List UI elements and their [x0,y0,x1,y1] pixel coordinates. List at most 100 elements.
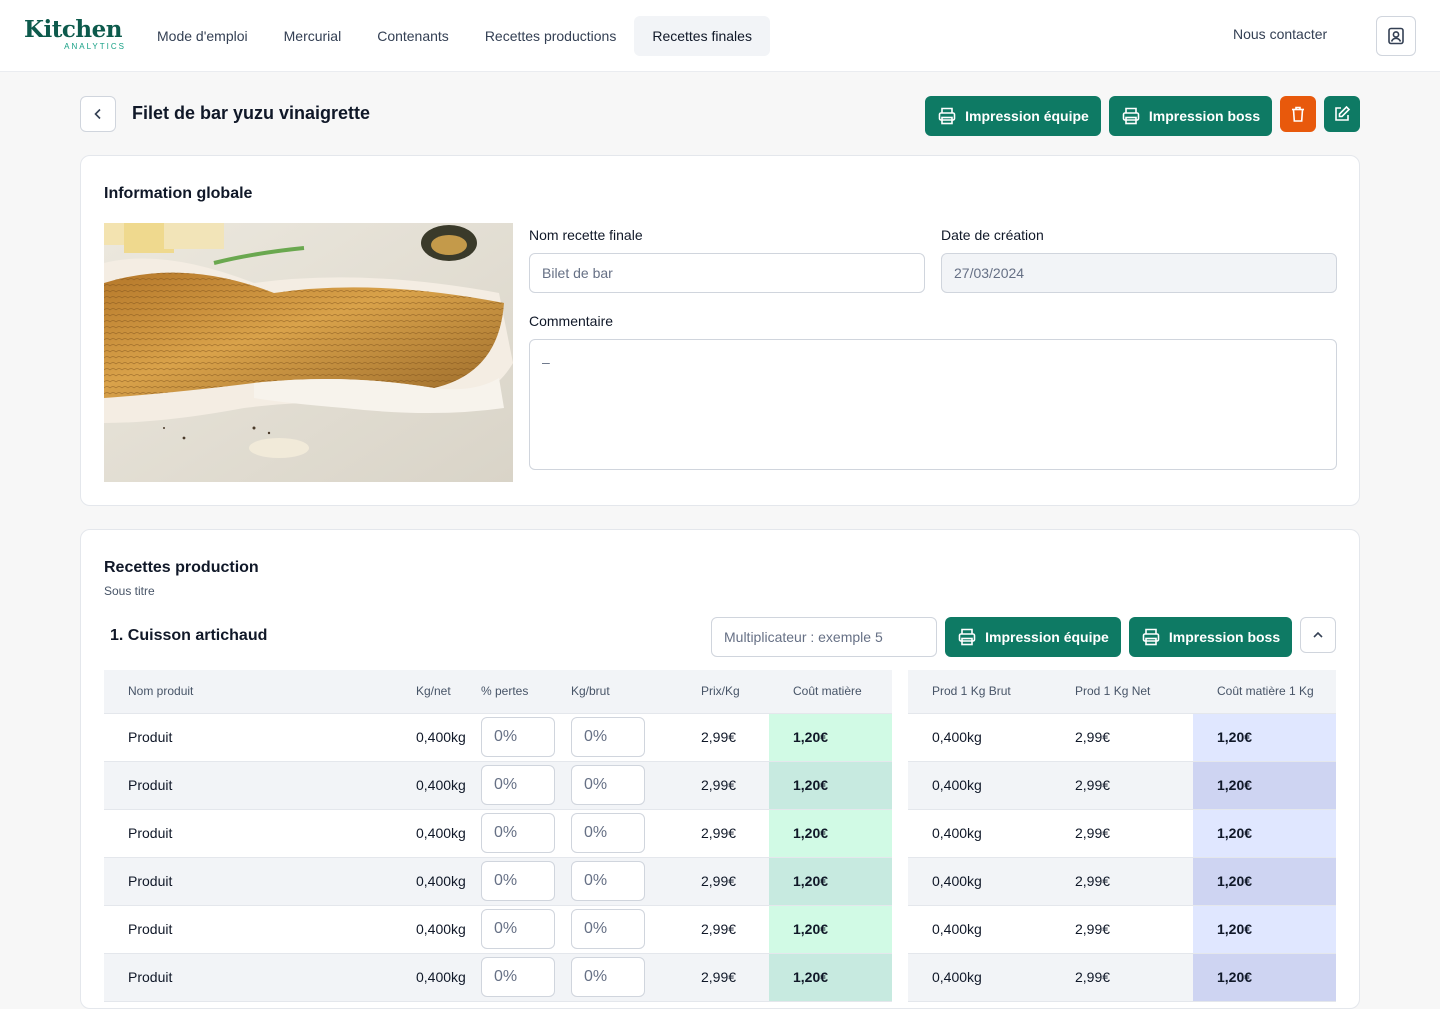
table-header-row: Nom produit Kg/net % pertes Kg/brut Prix… [104,670,892,714]
kg-brut-input[interactable]: 0% [571,909,645,949]
global-info-card: Information globale [80,155,1360,506]
nav-item-mercurial[interactable]: Mercurial [283,28,342,44]
prod-1kg-net: 2,99€ [1051,809,1193,858]
material-cost: 1,20€ [769,761,892,810]
edit-icon [1335,105,1351,121]
material-cost-1kg: 1,20€ [1193,713,1336,762]
kg-net: 0,400kg [392,953,481,1002]
production-recipes-title: Recettes production [104,559,259,576]
prod-1kg-net: 2,99€ [1051,953,1193,1002]
product-name: Produit [104,713,392,762]
recipe-name-input[interactable]: Bilet de bar [529,253,925,293]
kg-net: 0,400kg [392,713,481,762]
table-header-row: Prod 1 Kg Brut Prod 1 Kg Net Coût matièr… [908,670,1336,714]
comment-textarea[interactable]: – [529,339,1337,470]
price-per-kg: 2,99€ [677,713,769,762]
kg-net: 0,400kg [392,809,481,858]
product-name: Produit [104,905,392,954]
logo-wordmark: Kitchen [24,16,122,43]
column-header: Prod 1 Kg Net [1051,670,1193,714]
profile-button[interactable] [1376,16,1416,56]
table-row: 0,400kg 2,99€ 1,20€ [908,905,1336,954]
print-boss-button[interactable]: Impression boss [1109,96,1272,136]
prod-1kg-brut: 0,400kg [908,857,1051,906]
table-row: Produit 0,400kg 0% 0% 2,99€ 1,20€ [104,953,892,1002]
per-kg-table: Prod 1 Kg Brut Prod 1 Kg Net Coût matièr… [908,670,1336,1002]
nav-item-mode-emploi[interactable]: Mode d'emploi [157,28,248,44]
kg-net: 0,400kg [392,761,481,810]
contact-link[interactable]: Nous contacter [1233,26,1328,42]
column-header: Kg/brut [571,670,677,714]
table-row: Produit 0,400kg 0% 0% 2,99€ 1,20€ [104,905,892,954]
recipe-name-label: Nom recette finale [529,227,643,243]
table-row: Produit 0,400kg 0% 0% 2,99€ 1,20€ [104,761,892,810]
kitchen-analytics-logo[interactable]: Kitchen ANALYTICS [24,18,128,54]
table-row: Produit 0,400kg 0% 0% 2,99€ 1,20€ [104,809,892,858]
column-header: Coût matière [769,670,892,714]
loss-percent-input[interactable]: 0% [481,909,555,949]
table-row: 0,400kg 2,99€ 1,20€ [908,857,1336,906]
kg-net: 0,400kg [392,857,481,906]
prod-1kg-net: 2,99€ [1051,857,1193,906]
nav-item-recettes-finales[interactable]: Recettes finales [634,16,770,56]
dish-photo [104,223,513,482]
material-cost: 1,20€ [769,809,892,858]
material-cost-1kg: 1,20€ [1193,905,1336,954]
production-recipes-subtitle: Sous titre [104,584,155,598]
section-print-boss-button[interactable]: Impression boss [1129,617,1292,657]
comment-label: Commentaire [529,313,614,329]
print-team-label: Impression équipe [965,108,1089,124]
prod-1kg-net: 2,99€ [1051,713,1193,762]
column-header: Prod 1 Kg Brut [908,670,1051,714]
loss-percent-input[interactable]: 0% [481,717,555,757]
print-boss-label: Impression boss [1148,108,1261,124]
table-row: 0,400kg 2,99€ 1,20€ [908,761,1336,810]
section-print-boss-label: Impression boss [1168,629,1281,645]
nav-item-contenants[interactable]: Contenants [377,28,449,44]
loss-percent-input[interactable]: 0% [481,765,555,805]
loss-percent-input[interactable]: 0% [481,813,555,853]
column-header: Kg/net [392,670,481,714]
prod-1kg-brut: 0,400kg [908,905,1051,954]
table-row: 0,400kg 2,99€ 1,20€ [908,809,1336,858]
global-info-title: Information globale [104,185,253,202]
column-header: Coût matière 1 Kg [1193,670,1336,714]
nav-item-recettes-productions[interactable]: Recettes productions [484,28,617,44]
prod-1kg-brut: 0,400kg [908,809,1051,858]
kg-brut-input[interactable]: 0% [571,957,645,997]
material-cost-1kg: 1,20€ [1193,857,1336,906]
kg-brut-input[interactable]: 0% [571,717,645,757]
main-nav: Mode d'emploi Mercurial Contenants Recet… [139,16,770,56]
column-header: Nom produit [104,670,392,714]
material-cost: 1,20€ [769,857,892,906]
logo-tagline: ANALYTICS [64,42,126,51]
top-navbar: Kitchen ANALYTICS Mode d'emploi Mercuria… [0,0,1440,72]
kg-brut-input[interactable]: 0% [571,861,645,901]
collapse-section-button[interactable] [1300,617,1336,653]
column-header: Prix/Kg [677,670,769,714]
material-cost: 1,20€ [769,713,892,762]
column-header: % pertes [481,670,571,714]
multiplier-input[interactable]: Multiplicateur : exemple 5 [711,617,937,657]
chevron-up-icon [1313,631,1323,638]
print-team-button[interactable]: Impression équipe [925,96,1101,136]
material-cost-1kg: 1,20€ [1193,809,1336,858]
table-row: 0,400kg 2,99€ 1,20€ [908,953,1336,1002]
product-name: Produit [104,761,392,810]
section-print-team-label: Impression équipe [985,629,1109,645]
loss-percent-input[interactable]: 0% [481,957,555,997]
delete-button[interactable] [1280,96,1316,132]
edit-button[interactable] [1324,96,1360,132]
section-print-team-button[interactable]: Impression équipe [945,617,1121,657]
page-title: Filet de bar yuzu vinaigrette [132,103,371,123]
section-title: 1. Cuisson artichaud [110,627,268,644]
printer-icon [938,107,956,125]
ingredients-table: Nom produit Kg/net % pertes Kg/brut Prix… [104,670,892,1002]
back-button[interactable] [80,96,116,132]
loss-percent-input[interactable]: 0% [481,861,555,901]
creation-date-input[interactable]: 27/03/2024 [941,253,1337,293]
table-row: Produit 0,400kg 0% 0% 2,99€ 1,20€ [104,713,892,762]
kg-brut-input[interactable]: 0% [571,813,645,853]
trash-icon [1292,106,1304,122]
kg-brut-input[interactable]: 0% [571,765,645,805]
